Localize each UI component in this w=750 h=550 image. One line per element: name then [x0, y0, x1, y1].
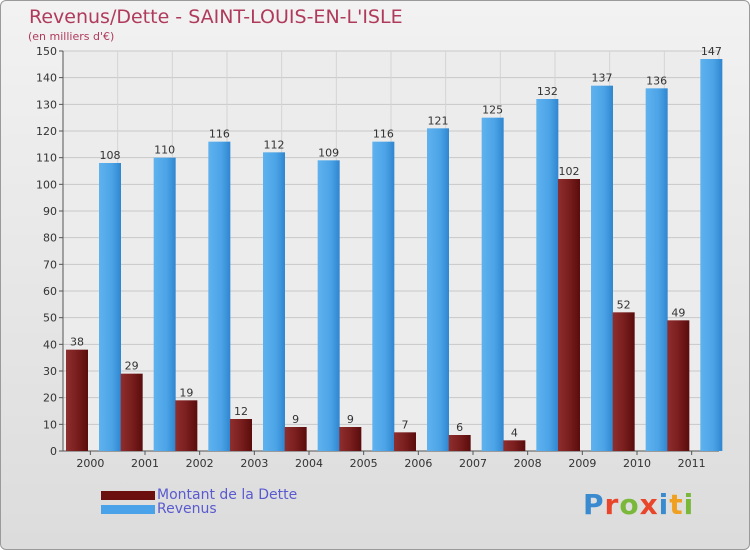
y-tick-label: 100 — [36, 178, 57, 191]
data-label-dette: 9 — [347, 413, 354, 426]
legend-swatch-dette — [101, 490, 155, 500]
bar-revenus — [153, 157, 176, 451]
bar-dette — [448, 435, 471, 451]
logo-letter: x — [639, 488, 659, 521]
legend-label-dette: Montant de la Dette — [157, 487, 298, 503]
bar-revenus — [591, 85, 613, 452]
proxiti-logo: Proxiti — [583, 488, 694, 521]
data-label-revenus: 112 — [264, 138, 285, 151]
bar-revenus — [317, 160, 340, 452]
bar-dette — [394, 432, 416, 451]
x-tick-label: 2011 — [678, 457, 706, 470]
y-tick-label: 70 — [43, 258, 57, 271]
data-label-revenus: 132 — [537, 85, 558, 98]
y-tick-label: 140 — [36, 72, 57, 85]
bar-revenus — [700, 59, 723, 451]
data-label-dette: 102 — [559, 165, 580, 178]
y-tick-label: 150 — [36, 45, 57, 58]
bars — [66, 59, 723, 452]
data-label-revenus: 110 — [154, 144, 175, 157]
data-label-dette: 9 — [292, 413, 299, 426]
y-tick-label: 30 — [43, 365, 57, 378]
y-tick-label: 50 — [43, 312, 57, 325]
bar-revenus — [263, 152, 285, 452]
x-tick-label: 2000 — [76, 457, 104, 470]
x-tick-label: 2010 — [623, 457, 651, 470]
data-label-dette: 38 — [70, 336, 84, 349]
y-tick-label: 40 — [43, 338, 57, 351]
bar-revenus — [481, 117, 504, 452]
bar-dette — [284, 427, 307, 451]
y-tick-label: 90 — [43, 205, 57, 218]
x-tick-label: 2006 — [404, 457, 432, 470]
legend-item-dette: Montant de la Dette — [101, 487, 297, 503]
x-tick-label: 2007 — [459, 457, 487, 470]
bar-revenus — [645, 88, 668, 451]
y-tick-label: 10 — [43, 418, 57, 431]
chart-title: Revenus/Dette - SAINT-LOUIS-EN-L'ISLE — [29, 6, 403, 28]
bar-dette — [612, 312, 635, 451]
legend-label-revenus: Revenus — [157, 501, 217, 517]
bar-revenus — [208, 141, 231, 451]
logo-letter: t — [669, 488, 684, 521]
data-label-revenus: 137 — [592, 72, 613, 85]
y-tick-label: 20 — [43, 392, 57, 405]
data-label-revenus: 125 — [482, 104, 503, 117]
data-label-dette: 7 — [402, 418, 409, 431]
data-label-dette: 12 — [234, 405, 248, 418]
data-label-revenus: 116 — [209, 128, 230, 141]
data-label-dette: 29 — [125, 360, 139, 373]
x-tick-label: 2001 — [131, 457, 159, 470]
x-tick-label: 2003 — [240, 457, 268, 470]
bar-revenus — [427, 128, 449, 451]
y-tick-label: 0 — [50, 445, 57, 458]
data-label-dette: 6 — [456, 421, 463, 434]
logo-letter: i — [683, 488, 695, 521]
y-tick-label: 130 — [36, 98, 57, 111]
logo-letter: o — [619, 488, 640, 521]
bar-revenus — [536, 99, 559, 451]
logo-letter: r — [604, 488, 620, 521]
data-label-revenus: 109 — [318, 146, 339, 159]
legend-item-revenus: Revenus — [101, 501, 217, 517]
x-tick-label: 2008 — [514, 457, 542, 470]
labels: 0 10 20 30 40 50 60 70 80 90 100 110 120 130 140 150 200… — [36, 45, 722, 470]
bar-revenus — [372, 141, 395, 451]
bar-dette — [339, 427, 362, 451]
bar-revenus — [99, 163, 121, 451]
chart-subtitle: (en milliers d'€) — [28, 30, 115, 43]
bar-dette — [503, 440, 526, 451]
bar-dette — [66, 349, 88, 451]
legend-swatch-revenus — [101, 504, 155, 514]
y-tick-label: 110 — [36, 152, 57, 165]
y-tick-label: 80 — [43, 232, 57, 245]
data-label-dette: 52 — [617, 298, 631, 311]
x-tick-label: 2004 — [295, 457, 323, 470]
bar-dette — [558, 179, 580, 451]
bar-dette — [230, 419, 252, 451]
data-label-dette: 49 — [671, 306, 685, 319]
x-tick-label: 2002 — [186, 457, 214, 470]
data-label-revenus: 121 — [428, 114, 449, 127]
bar-dette — [120, 373, 143, 451]
bar-dette — [175, 400, 198, 451]
y-tick-label: 60 — [43, 285, 57, 298]
data-label-revenus: 108 — [100, 149, 121, 162]
data-label-dette: 19 — [179, 386, 193, 399]
x-tick-label: 2005 — [350, 457, 378, 470]
logo-letter: P — [583, 488, 605, 521]
y-tick-label: 120 — [36, 125, 57, 138]
x-tick-label: 2009 — [568, 457, 596, 470]
logo-letter: i — [658, 488, 670, 521]
data-label-revenus: 136 — [646, 74, 667, 87]
data-label-dette: 4 — [511, 426, 518, 439]
data-label-revenus: 147 — [701, 45, 722, 58]
bar-dette — [667, 320, 690, 451]
data-label-revenus: 116 — [373, 128, 394, 141]
